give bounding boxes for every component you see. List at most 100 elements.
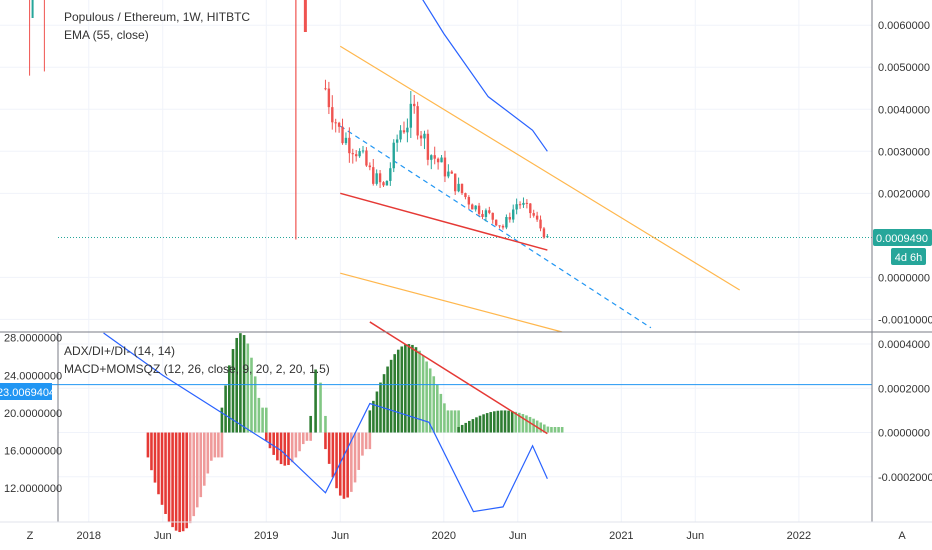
histogram-bar[interactable] xyxy=(389,359,393,433)
histogram-bar[interactable] xyxy=(314,369,317,433)
histogram-bar[interactable] xyxy=(543,424,546,433)
candle-body[interactable] xyxy=(399,130,402,140)
histogram-bar[interactable] xyxy=(464,422,468,433)
histogram-bar[interactable] xyxy=(239,333,242,433)
candle-body[interactable] xyxy=(358,151,361,157)
candle-body[interactable] xyxy=(535,215,539,220)
candle-body[interactable] xyxy=(433,155,436,159)
candle-body[interactable] xyxy=(481,213,484,217)
histogram-bar[interactable] xyxy=(482,414,485,433)
candle-body[interactable] xyxy=(477,205,481,214)
histogram-bar[interactable] xyxy=(368,410,372,433)
candle-body[interactable] xyxy=(447,171,450,177)
histogram-bar[interactable] xyxy=(202,432,206,486)
candle-body[interactable] xyxy=(498,225,501,227)
candle-body[interactable] xyxy=(491,212,494,220)
candle-body[interactable] xyxy=(354,154,358,157)
histogram-bar[interactable] xyxy=(386,366,389,433)
histogram-bar[interactable] xyxy=(287,432,290,466)
candle-body[interactable] xyxy=(402,130,406,133)
histogram-bar[interactable] xyxy=(279,432,283,465)
candle-body[interactable] xyxy=(546,236,549,238)
histogram-bar[interactable] xyxy=(525,415,528,433)
histogram-bar[interactable] xyxy=(396,349,400,433)
candle-body[interactable] xyxy=(474,205,477,210)
zoom-button[interactable]: Z xyxy=(27,530,34,542)
histogram-bar[interactable] xyxy=(235,337,238,433)
histogram-bar[interactable] xyxy=(246,343,250,433)
histogram-bar[interactable] xyxy=(185,432,188,529)
histogram-bar[interactable] xyxy=(518,412,521,433)
histogram-bar[interactable] xyxy=(372,400,375,433)
histogram-bar[interactable] xyxy=(305,432,309,441)
candle-body[interactable] xyxy=(488,210,491,213)
time-axis-ticks[interactable]: 2018 Jun 2019 Jun 2020 Jun 2021 Jun 2022 xyxy=(77,530,812,542)
histogram-bar[interactable] xyxy=(174,432,178,531)
candle-body[interactable] xyxy=(361,150,365,152)
histogram-bar[interactable] xyxy=(264,432,268,441)
price-axis-ticks[interactable]: 0.0060000 0.0050000 0.0040000 0.0030000 0.00… xyxy=(878,20,932,326)
histogram-bar[interactable] xyxy=(153,432,157,483)
candle-body[interactable] xyxy=(505,217,508,228)
candle-body[interactable] xyxy=(508,217,512,220)
price-marks[interactable] xyxy=(29,0,872,333)
candle-body[interactable] xyxy=(512,209,515,220)
candle-body[interactable] xyxy=(378,173,382,183)
histogram-bar[interactable] xyxy=(231,349,235,433)
histogram-bar[interactable] xyxy=(457,410,460,433)
histogram-bar[interactable] xyxy=(353,432,357,483)
candle-body[interactable] xyxy=(423,133,426,139)
candle-body[interactable] xyxy=(382,182,385,186)
candle-body[interactable] xyxy=(464,193,467,198)
candle-body[interactable] xyxy=(419,135,423,139)
histogram-bar[interactable] xyxy=(324,432,327,450)
histogram-bar[interactable] xyxy=(242,335,246,433)
histogram-bar[interactable] xyxy=(521,414,525,433)
histogram-bar[interactable] xyxy=(319,382,322,433)
histogram-bar[interactable] xyxy=(514,411,518,433)
candle-body[interactable] xyxy=(365,150,368,166)
adx-axis-ticks[interactable]: 28.0000000 24.0000000 20.0000000 16.0000000… xyxy=(4,333,62,495)
histogram-bar[interactable] xyxy=(309,432,312,441)
candle-body[interactable] xyxy=(542,228,546,238)
candle-body[interactable] xyxy=(334,122,337,124)
candle-body[interactable] xyxy=(518,204,522,206)
symbol-title[interactable]: Populous / Ethereum, 1W, HITBTC xyxy=(64,10,250,24)
ema-line[interactable] xyxy=(399,0,548,152)
candle-body[interactable] xyxy=(409,103,413,128)
histogram-bar[interactable] xyxy=(250,357,253,433)
candle-body[interactable] xyxy=(501,225,505,228)
candle-body[interactable] xyxy=(457,183,460,192)
histogram-bar[interactable] xyxy=(160,432,164,505)
histogram-bar[interactable] xyxy=(460,424,464,433)
channel-upper-line[interactable] xyxy=(339,45,740,291)
histogram-bar[interactable] xyxy=(350,432,353,492)
histogram-bar[interactable] xyxy=(276,432,279,461)
histogram-bar[interactable] xyxy=(324,415,327,433)
histogram-bar[interactable] xyxy=(500,410,503,433)
histogram-bar[interactable] xyxy=(560,427,564,433)
candle-body[interactable] xyxy=(413,103,416,107)
histogram-bar[interactable] xyxy=(503,410,507,433)
candle-body[interactable] xyxy=(372,167,375,184)
histogram-bar[interactable] xyxy=(446,410,450,433)
candle-body[interactable] xyxy=(392,142,395,169)
channel-mid-line[interactable] xyxy=(339,125,652,329)
ema-legend[interactable]: EMA (55, close) xyxy=(64,28,149,42)
histogram-bar[interactable] xyxy=(298,432,301,452)
candle-body[interactable] xyxy=(539,219,542,229)
histogram-bar[interactable] xyxy=(361,432,364,456)
histogram-bar[interactable] xyxy=(478,415,482,433)
histogram-bar[interactable] xyxy=(528,416,532,433)
histogram-bar[interactable] xyxy=(439,393,443,433)
histogram-bar[interactable] xyxy=(411,344,414,433)
macd-axis-ticks[interactable]: 0.0004000 0.0002000 0.0000000 -0.0002000 xyxy=(878,339,932,484)
histogram-bar[interactable] xyxy=(342,432,346,499)
histogram-bar[interactable] xyxy=(407,344,411,433)
histogram-bar[interactable] xyxy=(553,427,557,433)
histogram-bar[interactable] xyxy=(264,407,268,433)
histogram-bar[interactable] xyxy=(157,432,160,495)
candle-body[interactable] xyxy=(443,157,447,177)
histogram-bar[interactable] xyxy=(206,432,210,474)
histogram-bar[interactable] xyxy=(485,413,489,433)
